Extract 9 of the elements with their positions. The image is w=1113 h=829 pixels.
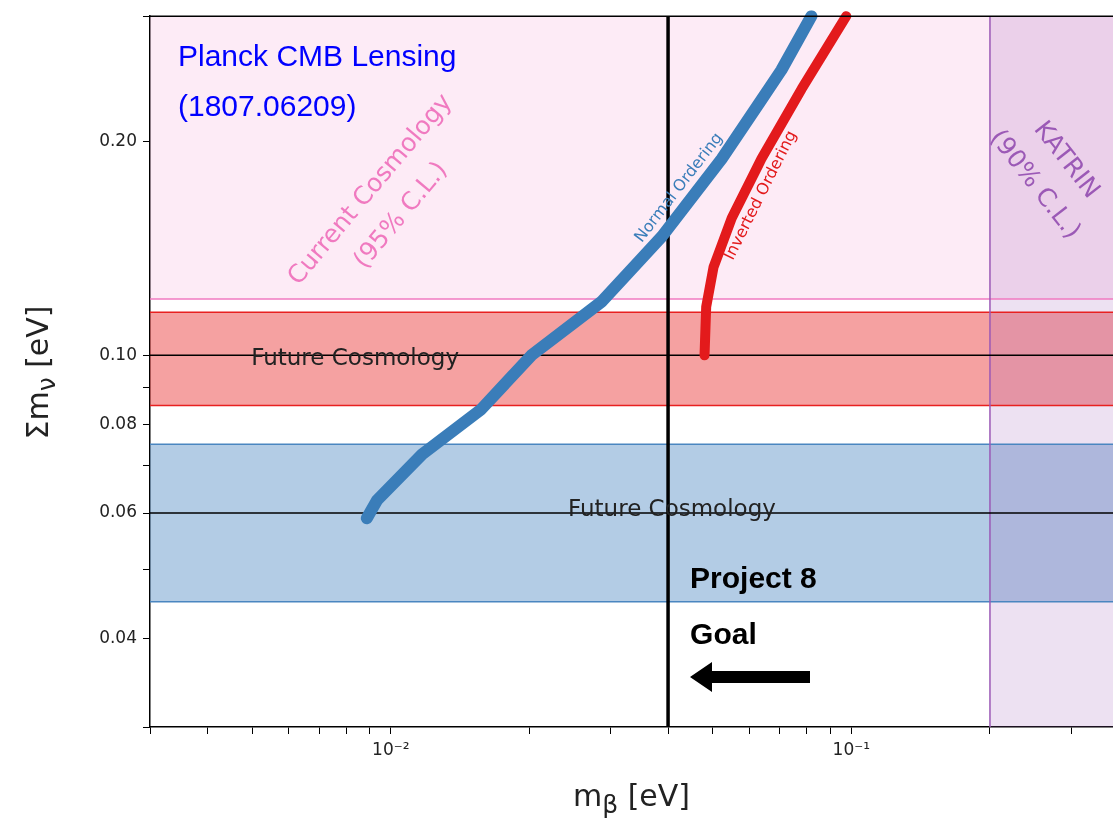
y-tick-label: 0.20 <box>99 129 137 150</box>
y-tick-label: 0.08 <box>99 412 137 433</box>
y-tick-label: 0.06 <box>99 501 137 522</box>
y-tick-label: 0.04 <box>99 626 137 647</box>
x-tick-label: 10⁻² <box>372 738 410 759</box>
x-tick-label: 10⁻¹ <box>832 738 871 759</box>
x-axis-title: m$_{β}$ [eV] <box>571 778 692 819</box>
y-tick-label: 0.10 <box>99 343 137 364</box>
annotation: Project 8 Goal <box>690 561 817 651</box>
